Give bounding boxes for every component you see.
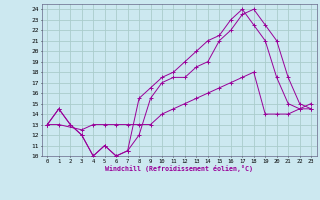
X-axis label: Windchill (Refroidissement éolien,°C): Windchill (Refroidissement éolien,°C) — [105, 165, 253, 172]
